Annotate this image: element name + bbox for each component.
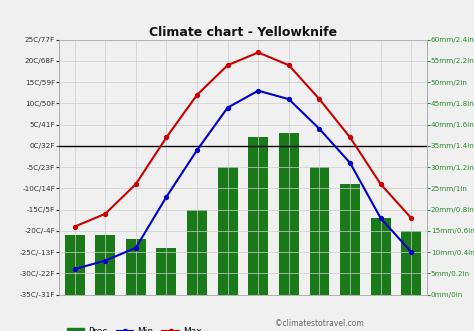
Bar bbox=[279, 133, 299, 295]
Bar bbox=[371, 218, 391, 295]
Bar bbox=[95, 235, 115, 295]
Bar bbox=[310, 167, 329, 295]
Bar bbox=[401, 231, 421, 295]
Bar bbox=[187, 210, 207, 295]
Title: Climate chart - Yellowknife: Climate chart - Yellowknife bbox=[149, 25, 337, 38]
Bar bbox=[340, 184, 360, 295]
Bar bbox=[248, 137, 268, 295]
Bar bbox=[126, 239, 146, 295]
Bar bbox=[156, 248, 176, 295]
Bar bbox=[64, 235, 84, 295]
Legend: Prec, Min, Max: Prec, Min, Max bbox=[64, 324, 205, 331]
Bar bbox=[218, 167, 237, 295]
Text: ©climatestotravel.com: ©climatestotravel.com bbox=[275, 319, 364, 328]
